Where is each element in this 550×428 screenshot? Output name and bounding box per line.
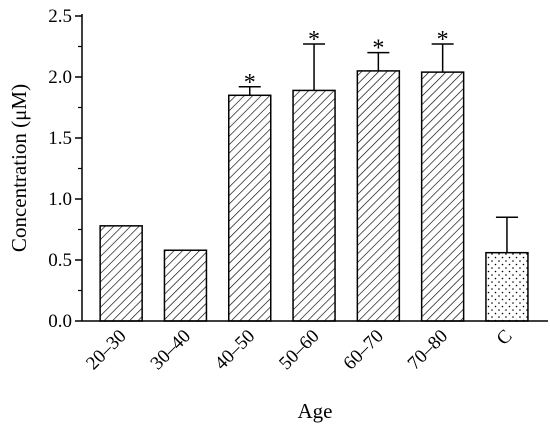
bar-5 <box>356 70 401 322</box>
x-tick-label-3: 40–50 <box>211 326 259 374</box>
bar-4 <box>292 89 336 322</box>
bar-3 <box>228 94 272 322</box>
y-tick-label-4: 1.5 <box>48 128 72 149</box>
x-tick-label-5: 60–70 <box>339 326 387 374</box>
y-tick-label-1: 0.0 <box>48 311 72 332</box>
x-axis-title: Age <box>298 399 333 423</box>
bar-2 <box>163 249 208 322</box>
y-tick-label-2: 0.5 <box>48 250 72 271</box>
bar-7 <box>485 251 529 322</box>
x-tick-label-2: 30–40 <box>147 326 195 374</box>
x-tick-label-6: 70–80 <box>404 326 452 374</box>
y-tick-label-3: 1.0 <box>48 189 72 210</box>
bar-1 <box>99 225 143 322</box>
y-tick-label-5: 2.0 <box>48 67 72 88</box>
x-tick-label-4: 50–60 <box>275 326 323 374</box>
significance-marker-3: * <box>244 70 256 96</box>
significance-marker-4: * <box>308 27 320 53</box>
significance-marker-6: * <box>437 27 449 53</box>
x-tick-label-1: 20–30 <box>82 326 130 374</box>
y-axis-title: Concentration (μM) <box>7 84 31 252</box>
significance-marker-5: * <box>372 36 384 62</box>
bar-6 <box>420 71 465 322</box>
bars-layer: * * * * <box>99 27 529 322</box>
y-tick-label-6: 2.5 <box>48 6 72 27</box>
x-tick-label-7: C <box>493 326 517 350</box>
